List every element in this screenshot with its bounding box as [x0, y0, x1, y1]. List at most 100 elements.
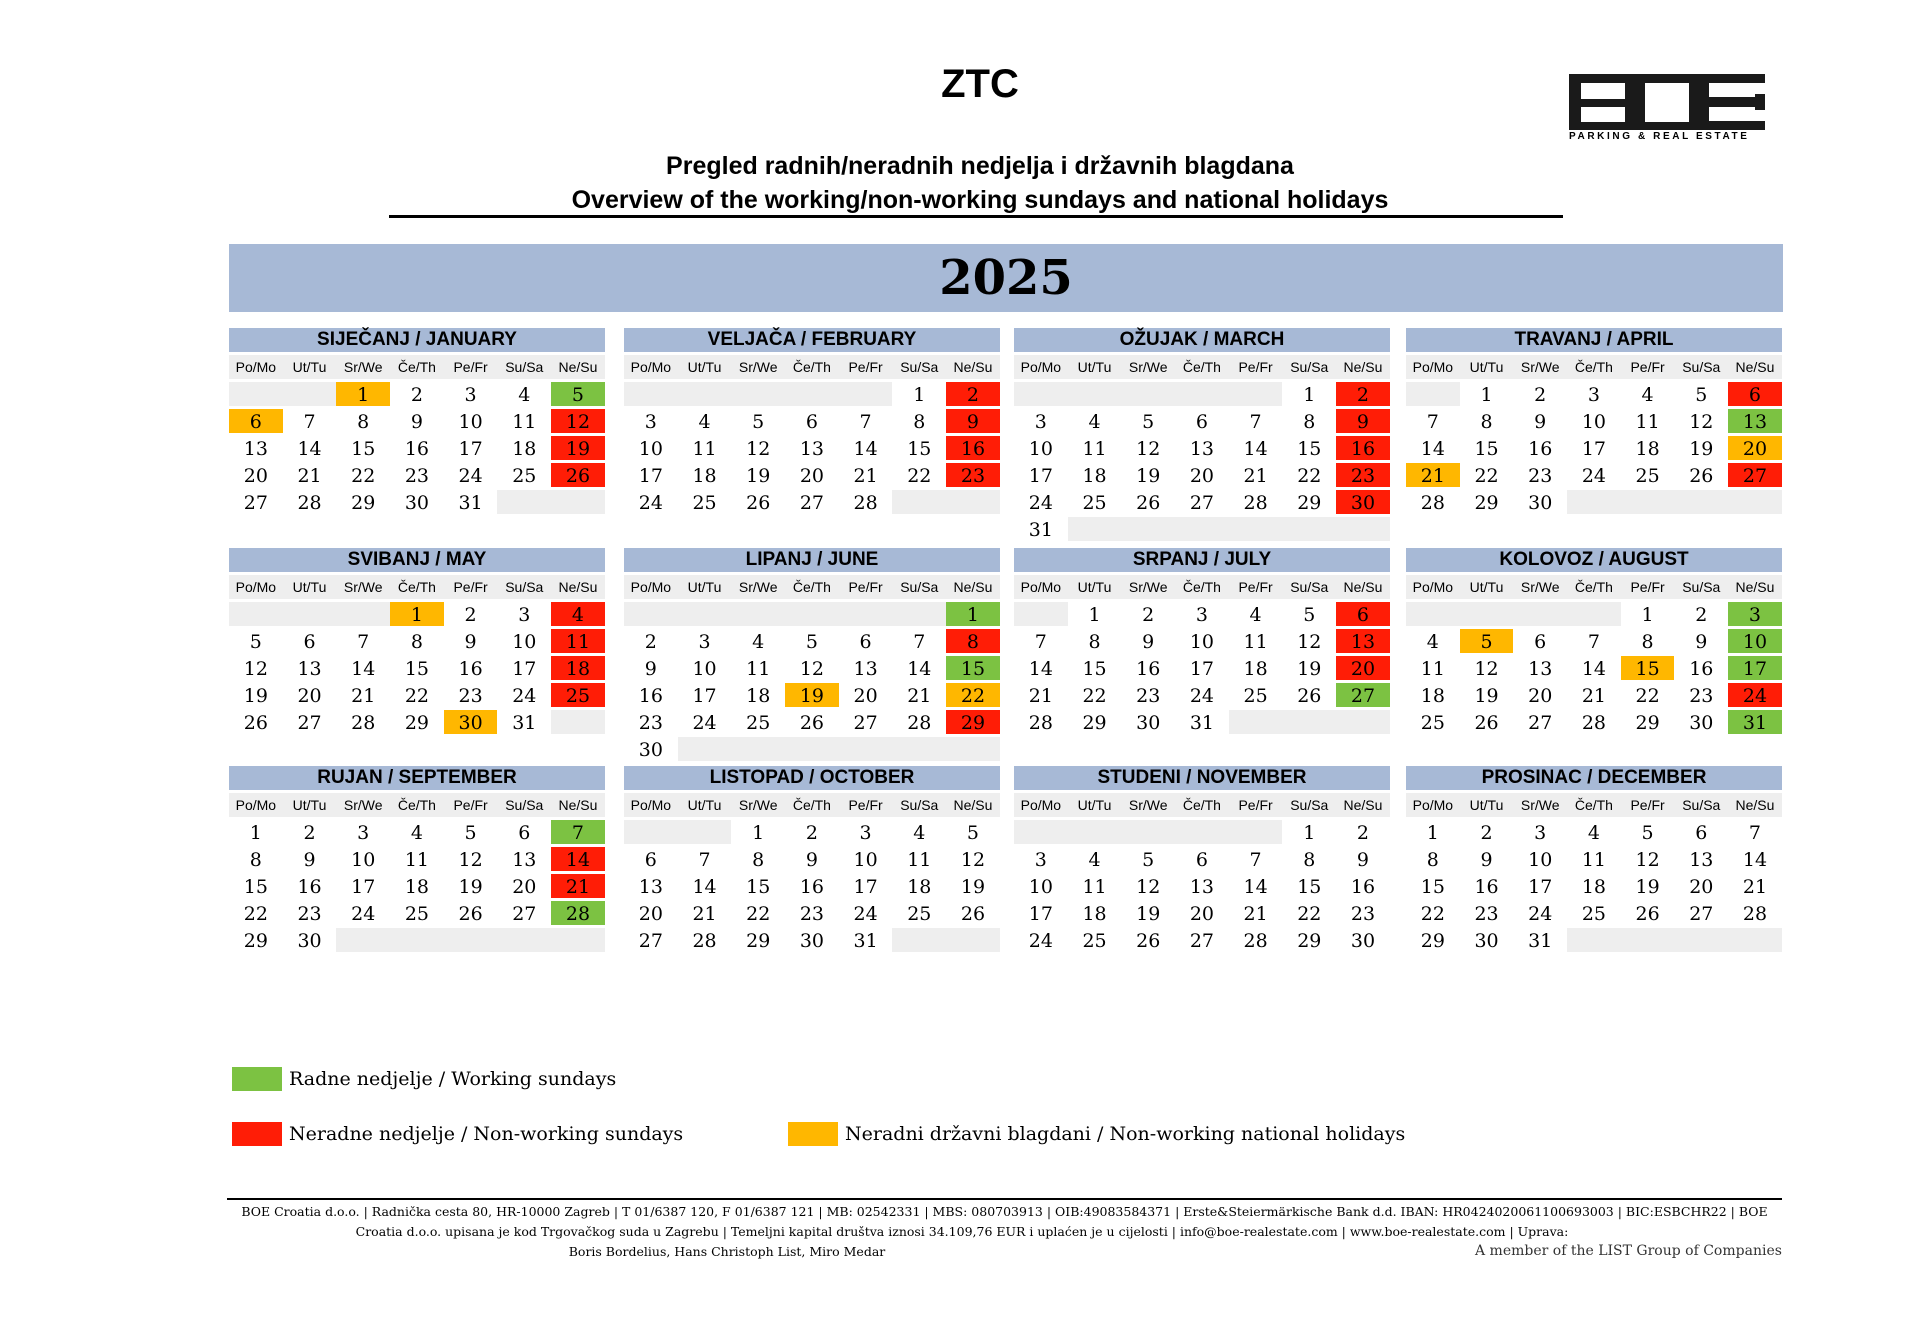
day-cell: 11 [907, 849, 932, 871]
day-cell: 4 [1088, 411, 1101, 433]
day-cell: 18 [746, 685, 771, 707]
weekday-label: Ne/Su [1343, 579, 1383, 595]
day-cell: 15 [1297, 876, 1322, 898]
day-cell: 4 [752, 631, 765, 653]
month-title: RUJAN / SEPTEMBER [229, 766, 605, 790]
month-title: TRAVANJ / APRIL [1406, 328, 1782, 352]
week-row: 16 17 18 19 20 21 22 [624, 683, 1000, 707]
day-cell: 17 [1581, 438, 1606, 460]
day-cell: 24 [458, 465, 483, 487]
day-cell: 31 [1028, 519, 1053, 541]
empty-day-cell [282, 602, 337, 626]
day-cell: 18 [1420, 685, 1445, 707]
day-cell: 29 [1635, 712, 1660, 734]
week-row: 5 6 7 8 9 10 11 [229, 629, 605, 653]
weekday-label: Ut/Tu [1469, 797, 1504, 813]
week-row: 21 22 23 24 25 26 27 [1406, 463, 1782, 487]
week-row: 31 [1014, 517, 1390, 541]
day-cell: 29 [946, 710, 1000, 734]
day-cell: 8 [1303, 411, 1316, 433]
weekday-header-row: Po/Mo Ut/Tu Sr/We Če/Th Pe/Fr Su/Sa Ne/Su [229, 355, 605, 379]
day-cell: 11 [746, 658, 771, 680]
legend-swatch-green [232, 1067, 282, 1091]
day-cell: 17 [351, 876, 376, 898]
legend-non-working: Neradne nedjelje / Non-working sundays [232, 1122, 683, 1146]
day-cell: 3 [357, 822, 370, 844]
day-cell: 12 [960, 849, 986, 871]
day-cell: 21 [1406, 463, 1460, 487]
day-cell: 13 [1336, 629, 1390, 653]
empty-day-cell [1228, 517, 1283, 541]
day-cell: 22 [946, 683, 1000, 707]
empty-day-cell [624, 820, 678, 844]
day-cell: 30 [297, 930, 322, 952]
day-cell: 26 [746, 492, 771, 514]
day-cell: 6 [805, 411, 818, 433]
day-cell: 10 [1728, 629, 1782, 653]
day-cell: 25 [1243, 685, 1268, 707]
weekday-label: Pe/Fr [1630, 797, 1665, 813]
month-block: LISTOPAD / OCTOBER Po/Mo Ut/Tu Sr/We Če/Th Pe… [624, 766, 1000, 952]
empty-day-cell [838, 602, 893, 626]
day-cell: 9 [1142, 631, 1155, 653]
day-cell: 2 [1480, 822, 1493, 844]
day-cell: 25 [1082, 930, 1107, 952]
weekday-header-row: Po/Mo Ut/Tu Sr/We Če/Th Pe/Fr Su/Sa Ne/Su [624, 793, 1000, 817]
weekday-label: Su/Sa [1682, 579, 1721, 595]
day-cell: 17 [458, 438, 483, 460]
empty-day-cell [1014, 382, 1068, 406]
week-row: 6 7 8 9 10 11 12 [624, 847, 1000, 871]
day-cell: 9 [410, 411, 423, 433]
day-cell: 5 [464, 822, 477, 844]
day-cell: 16 [1689, 658, 1714, 680]
week-row: 12 13 14 15 16 17 18 [229, 656, 605, 680]
weekday-label: Pe/Fr [848, 797, 883, 813]
day-cell: 21 [907, 685, 932, 707]
empty-day-cell [946, 928, 1000, 952]
day-cell: 2 [946, 382, 1000, 406]
week-row: 10 11 12 13 14 15 16 [1014, 436, 1390, 460]
day-cell: 4 [1249, 604, 1262, 626]
month-block: PROSINAC / DECEMBER Po/Mo Ut/Tu Sr/We Če/Th P… [1406, 766, 1782, 952]
day-cell: 27 [512, 903, 537, 925]
weekday-label: Po/Mo [235, 359, 277, 375]
empty-day-cell [1067, 820, 1122, 844]
day-cell: 26 [1136, 492, 1161, 514]
day-cell: 27 [1189, 492, 1214, 514]
weekday-label: Po/Mo [630, 797, 672, 813]
month-title: OŽUJAK / MARCH [1014, 328, 1390, 352]
legend-working-label: Radne nedjelje / Working sundays [289, 1068, 617, 1090]
weekday-label: Ut/Tu [1077, 579, 1112, 595]
week-row: 24 25 26 27 28 29 30 [1014, 928, 1390, 952]
weekday-label: Ne/Su [558, 359, 598, 375]
empty-day-cell [1674, 928, 1729, 952]
year-banner: 2025 [229, 244, 1783, 312]
day-cell: 10 [1528, 849, 1553, 871]
day-cell: 22 [1474, 465, 1499, 487]
day-cell: 16 [1336, 436, 1390, 460]
day-cell: 20 [799, 465, 824, 487]
day-cell: 20 [1189, 903, 1214, 925]
empty-day-cell [892, 490, 947, 514]
day-cell: 27 [243, 492, 268, 514]
day-cell: 10 [1028, 876, 1053, 898]
day-cell: 1 [1641, 604, 1654, 626]
day-cell: 29 [351, 492, 376, 514]
day-cell: 3 [859, 822, 872, 844]
day-cell: 26 [1297, 685, 1322, 707]
weekday-label: Po/Mo [1020, 579, 1062, 595]
weekday-label: Če/Th [397, 797, 436, 813]
empty-day-cell [731, 382, 786, 406]
day-cell: 10 [692, 658, 717, 680]
empty-day-cell [1336, 710, 1390, 734]
empty-day-cell [1620, 928, 1675, 952]
day-cell: 22 [1420, 903, 1445, 925]
month-block: TRAVANJ / APRIL Po/Mo Ut/Tu Sr/We Če/Th Pe/Fr… [1406, 328, 1782, 514]
empty-day-cell [785, 737, 839, 761]
day-cell: 11 [1581, 849, 1606, 871]
legend-working: Radne nedjelje / Working sundays [232, 1067, 616, 1091]
weekday-label: Če/Th [792, 797, 831, 813]
week-row: 18 19 20 21 22 23 24 [1406, 683, 1782, 707]
